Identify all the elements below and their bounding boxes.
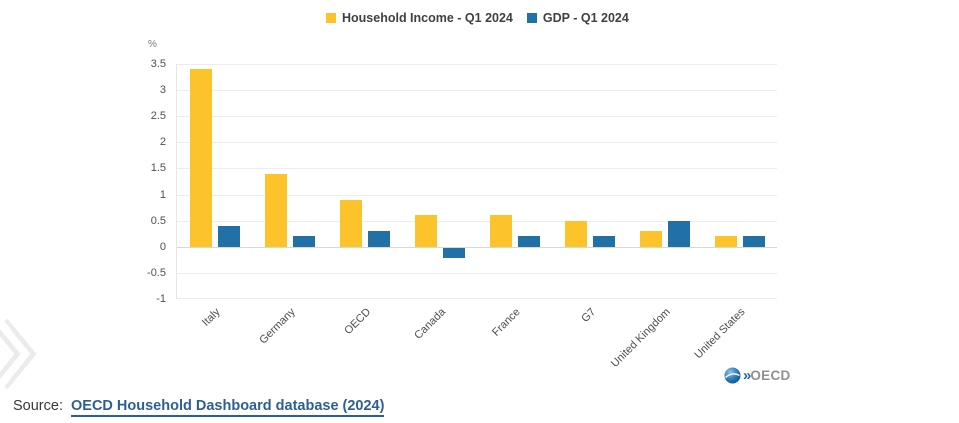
bar-gdp-united-kingdom [667, 220, 690, 247]
legend-label: Household Income - Q1 2024 [342, 11, 513, 25]
y-axis-tick-label: 0 [159, 240, 166, 253]
oecd-globe-icon [724, 367, 741, 384]
bar-household-income-united-states [714, 236, 737, 247]
gridline [177, 272, 777, 274]
legend-swatch-gdp [526, 13, 537, 23]
gridline [177, 142, 777, 144]
watermark-chevrons-icon [0, 318, 37, 390]
source-label: Source: [13, 398, 63, 414]
source-line: Source: OECD Household Dashboard databas… [13, 398, 385, 417]
legend-item-gdp[interactable]: GDP - Q1 2024 [526, 11, 629, 25]
y-axis-tick-label: 3.5 [150, 58, 166, 70]
bar-household-income-canada [414, 215, 437, 247]
x-axis-label-g7: G7 [579, 306, 598, 325]
y-axis-tick-label: -0.5 [147, 266, 166, 279]
y-axis-tick-label: 2.5 [150, 110, 166, 123]
bar-household-income-france [489, 215, 512, 247]
oecd-logo: » OECD [724, 367, 791, 384]
gridline [177, 64, 777, 65]
y-axis-tick-label: 2 [159, 136, 166, 149]
gridline [177, 90, 777, 92]
y-axis: 3.5 3 2.5 2 1.5 1 0.5 0 -0.5 -1 [116, 58, 166, 305]
y-axis-unit-label: % [148, 39, 157, 50]
x-axis-label-italy: Italy [200, 306, 223, 329]
x-axis-label-united-states: United States [692, 306, 748, 362]
bar-gdp-oecd [367, 231, 390, 247]
x-axis-label-france: France [490, 306, 523, 339]
x-axis-label-oecd: OECD [342, 306, 373, 337]
legend-swatch-household-income [326, 13, 336, 23]
bar-gdp-france [517, 236, 540, 247]
y-axis-tick-label: 0.5 [150, 214, 166, 227]
bar-gdp-germany [292, 236, 315, 247]
gridline [177, 116, 777, 118]
bar-gdp-united-states [742, 236, 765, 247]
bar-household-income-united-kingdom [639, 231, 662, 247]
bar-household-income-g7 [564, 220, 587, 247]
legend-label: GDP - Q1 2024 [542, 11, 629, 25]
bar-gdp-italy [217, 225, 240, 247]
y-axis-tick-label: -1 [156, 293, 166, 305]
bar-household-income-oecd [339, 199, 362, 247]
chart-legend: Household Income - Q1 2024 GDP - Q1 2024 [326, 11, 629, 25]
x-axis-label-canada: Canada [412, 306, 448, 342]
y-axis-tick-label: 1.5 [150, 162, 166, 175]
x-axis-label-united-kingdom: United Kingdom [609, 306, 673, 370]
legend-item-household-income[interactable]: Household Income - Q1 2024 [326, 11, 513, 25]
gridline [177, 220, 777, 222]
source-link[interactable]: OECD Household Dashboard database (2024) [71, 398, 385, 417]
bar-household-income-italy [189, 69, 212, 247]
y-axis-tick-label: 3 [159, 84, 166, 97]
oecd-logo-text: OECD [750, 368, 791, 383]
zero-gridline [177, 246, 777, 248]
gridline [177, 298, 777, 299]
x-axis-label-germany: Germany [257, 306, 298, 347]
bar-household-income-germany [264, 173, 287, 247]
gridline [177, 194, 777, 196]
y-axis-tick-label: 1 [159, 188, 166, 201]
bar-gdp-g7 [592, 236, 615, 247]
plot-area: Italy Germany OECD Canada France G7 United Kin… [176, 64, 777, 370]
oecd-chevrons-icon: » [743, 367, 751, 384]
gridline [177, 168, 777, 170]
bar-gdp-canada [442, 247, 465, 259]
